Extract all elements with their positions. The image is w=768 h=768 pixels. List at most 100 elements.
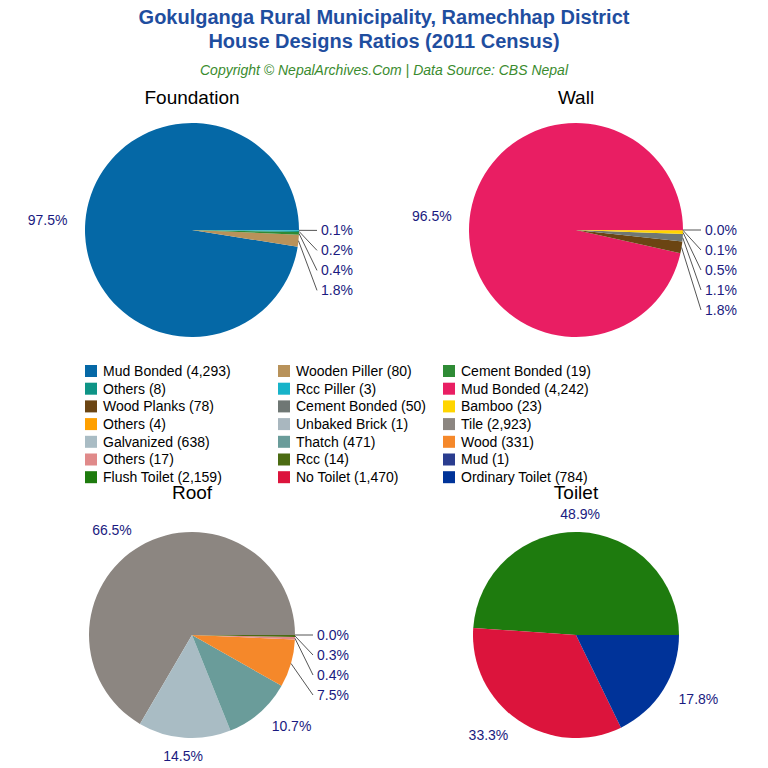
legend-swatch: [85, 436, 97, 448]
legend-label: No Toilet (1,470): [296, 469, 398, 485]
legend-swatch: [278, 400, 290, 412]
pie-chart: Toilet48.9%33.3%17.8%: [469, 482, 719, 743]
legend-swatch: [278, 436, 290, 448]
legend-swatch: [443, 365, 455, 377]
legend-label: Cement Bonded (19): [461, 363, 591, 379]
legend-label: Others (17): [103, 451, 174, 467]
data-label: 66.5%: [92, 522, 132, 538]
legend-swatch: [85, 383, 97, 395]
leader-line: [682, 247, 701, 310]
legend-swatch: [443, 383, 455, 395]
pie-wedges: [89, 532, 295, 738]
data-label: 1.8%: [321, 282, 353, 298]
chart-svg: Gokulganga Rural Municipality, Ramechhap…: [0, 0, 768, 768]
legend-swatch: [278, 383, 290, 395]
pie-slice: [473, 532, 679, 635]
pie-slice: [192, 635, 295, 636]
legend-swatch: [278, 454, 290, 466]
leader-line: [299, 231, 317, 250]
data-label: 0.4%: [321, 262, 353, 278]
legend-swatch: [85, 400, 97, 412]
data-label: 0.0%: [705, 222, 737, 238]
pie-slice: [192, 230, 299, 247]
legend: Mud Bonded (4,293) Wooden Piller (80) Ceme…: [85, 363, 591, 485]
legend-label: Flush Toilet (2,159): [103, 469, 222, 485]
chart-root: Gokulganga Rural Municipality, Ramechhap…: [0, 0, 768, 768]
pie-wedges: [85, 123, 299, 337]
data-label: 0.3%: [317, 647, 349, 663]
legend-swatch: [443, 400, 455, 412]
legend-swatch: [443, 454, 455, 466]
legend-label: Wooden Piller (80): [296, 363, 412, 379]
leader-line: [295, 635, 313, 636]
pie-slice: [576, 230, 683, 234]
legend-swatch: [278, 418, 290, 430]
pie-slice: [192, 635, 295, 686]
legend-label: Thatch (471): [296, 434, 375, 450]
legend-swatch: [443, 436, 455, 448]
leader-line: [683, 230, 701, 231]
legend-label: Wood (331): [461, 434, 534, 450]
data-label: 0.0%: [317, 627, 349, 643]
legend-label: Rcc (14): [296, 451, 349, 467]
pie-slice: [192, 230, 299, 235]
pie-slice: [576, 230, 683, 241]
pie-title: Wall: [558, 87, 594, 108]
pie-title: Toilet: [554, 482, 599, 503]
legend-label: Others (4): [103, 416, 166, 432]
data-label: 97.5%: [28, 212, 68, 228]
legend-label: Ordinary Toilet (784): [461, 469, 588, 485]
legend-swatch: [85, 418, 97, 430]
data-label: 0.1%: [705, 242, 737, 258]
data-label: 14.5%: [163, 748, 203, 764]
legend-swatch: [278, 365, 290, 377]
legend-label: Mud Bonded (4,293): [103, 363, 231, 379]
legend-label: Bamboo (23): [461, 398, 542, 414]
leader-line: [683, 230, 701, 250]
pie-slice: [85, 123, 299, 337]
legend-label: Mud (1): [461, 451, 509, 467]
pie-wedges: [473, 532, 679, 738]
data-label: 0.1%: [321, 222, 353, 238]
legend-label: Rcc Piller (3): [296, 381, 376, 397]
legend-label: Galvanized (638): [103, 434, 210, 450]
pie-wedges: [469, 123, 683, 337]
legend-swatch: [443, 418, 455, 430]
legend-swatch: [85, 454, 97, 466]
data-label: 1.1%: [705, 282, 737, 298]
pie-slice: [192, 635, 295, 640]
title-group: Gokulganga Rural Municipality, Ramechhap…: [139, 6, 630, 78]
leader-line: [295, 636, 313, 655]
legend-label: Cement Bonded (50): [296, 398, 426, 414]
pie-chart: Foundation97.5%1.8%0.4%0.2%0.1%: [28, 87, 353, 337]
data-label: 0.5%: [705, 262, 737, 278]
legend-label: Wood Planks (78): [103, 398, 214, 414]
pie-slice: [192, 230, 299, 232]
legend-swatch: [85, 471, 97, 483]
data-label: 7.5%: [317, 687, 349, 703]
data-label: 0.2%: [321, 242, 353, 258]
leader-line: [299, 233, 317, 270]
pie-slice: [469, 123, 683, 337]
data-label: 0.4%: [317, 667, 349, 683]
legend-label: Unbaked Brick (1): [296, 416, 408, 432]
legend-swatch: [278, 471, 290, 483]
pie-chart: Wall96.5%1.8%1.1%0.5%0.1%0.0%: [412, 87, 737, 337]
pie-slice: [576, 230, 683, 232]
pie-slice: [192, 635, 295, 637]
chart-subtitle: Copyright © NepalArchives.Com | Data Sou…: [200, 62, 569, 78]
legend-label: Tile (2,923): [461, 416, 531, 432]
data-label: 17.8%: [679, 691, 719, 707]
legend-label: Others (8): [103, 381, 166, 397]
leader-line: [683, 232, 701, 270]
pie-slice: [576, 230, 682, 253]
pie-chart: Roof66.5%14.5%10.7%7.5%0.4%0.3%0.0%: [89, 482, 349, 764]
pie-slice: [576, 230, 683, 231]
leader-line: [299, 230, 317, 231]
legend-label: Mud Bonded (4,242): [461, 381, 589, 397]
legend-swatch: [85, 365, 97, 377]
chart-title: Gokulganga Rural Municipality, Ramechhap…: [139, 6, 630, 28]
pie-slice: [576, 635, 679, 728]
chart-title: House Designs Ratios (2011 Census): [208, 30, 559, 52]
pie-title: Roof: [172, 482, 213, 503]
